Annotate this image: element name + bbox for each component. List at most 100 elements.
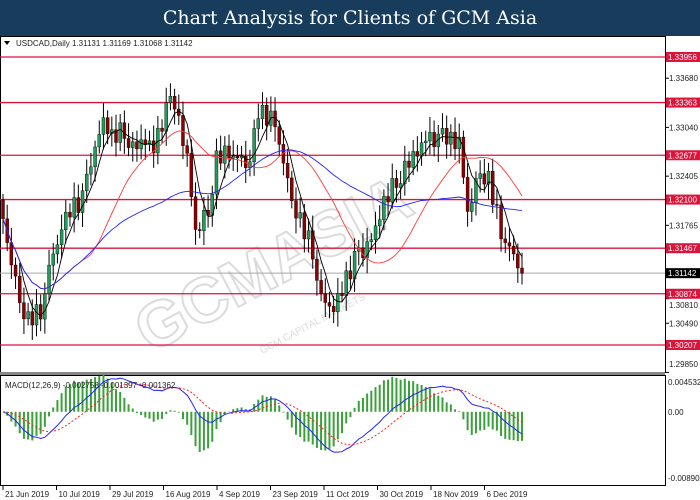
bullish-candle xyxy=(26,311,30,320)
ma-slow-line xyxy=(2,149,523,290)
bearish-candle xyxy=(13,264,18,277)
bearish-candle xyxy=(277,126,281,145)
level-price-tag xyxy=(666,243,700,254)
bullish-candle xyxy=(373,225,378,240)
bearish-candle xyxy=(415,151,420,157)
bearish-candle xyxy=(499,204,503,240)
bullish-candle xyxy=(139,139,143,150)
bearish-candle xyxy=(193,196,198,230)
watermark-logo: GCMASIA GCM CAPITAL MARKETS xyxy=(122,160,425,367)
bullish-candle xyxy=(93,146,97,168)
bearish-candle xyxy=(1,199,5,219)
level-price-tag xyxy=(666,52,700,62)
bearish-candle xyxy=(407,160,411,168)
bearish-candle xyxy=(285,163,290,179)
bearish-candle xyxy=(105,117,110,134)
bullish-candle xyxy=(89,166,93,175)
collapse-triangle-icon[interactable] xyxy=(4,41,10,45)
x-tick-label: 11 Oct 2019 xyxy=(326,490,370,499)
symbol-info: USDCAD,Daily 1.31131 1.31169 1.31068 1.3… xyxy=(16,39,193,48)
bullish-candle xyxy=(85,173,89,192)
bearish-candle xyxy=(181,115,185,146)
bullish-candle xyxy=(51,253,55,266)
y-tick-label: 1.31765 xyxy=(669,221,698,230)
bearish-candle xyxy=(227,145,231,159)
bearish-candle xyxy=(507,242,512,247)
bullish-candle xyxy=(43,293,47,320)
bearish-candle xyxy=(465,177,470,212)
bullish-candle xyxy=(223,145,227,164)
bullish-candle xyxy=(306,230,311,240)
bearish-candle xyxy=(198,229,202,231)
level-price-tag xyxy=(666,194,700,205)
level-price-tag xyxy=(666,339,700,350)
bullish-candle xyxy=(34,304,39,326)
bullish-candle xyxy=(164,102,168,132)
bullish-candle xyxy=(298,212,302,219)
bearish-candle xyxy=(323,293,327,303)
bearish-candle xyxy=(315,258,319,281)
bearish-candle xyxy=(68,211,72,218)
bearish-candle xyxy=(491,170,495,205)
bullish-candle xyxy=(369,239,374,242)
macd-pane-frame xyxy=(0,375,666,486)
level-price-label: 1.33363 xyxy=(668,99,697,108)
level-price-label: 1.32677 xyxy=(668,151,697,160)
bearish-candle xyxy=(302,212,307,240)
bearish-candle xyxy=(319,280,323,294)
bearish-candle xyxy=(151,140,156,154)
bullish-candle xyxy=(131,141,135,148)
bearish-candle xyxy=(511,245,516,255)
bearish-candle xyxy=(495,204,499,206)
y-tick-label: 1.33040 xyxy=(669,123,698,132)
bullish-candle xyxy=(377,219,382,227)
bearish-candle xyxy=(444,128,449,145)
bullish-candle xyxy=(101,117,106,135)
bearish-candle xyxy=(516,253,520,269)
bearish-candle xyxy=(348,270,353,280)
bullish-candle xyxy=(97,134,101,148)
x-tick-label: 29 Jul 2019 xyxy=(112,490,154,499)
bullish-candle xyxy=(449,131,453,145)
bullish-candle xyxy=(47,264,51,294)
bearish-candle xyxy=(386,196,390,203)
bullish-candle xyxy=(260,105,265,119)
bullish-candle xyxy=(398,183,403,188)
bearish-candle xyxy=(172,96,177,110)
x-tick-label: 6 Dec 2019 xyxy=(487,490,528,499)
bullish-candle xyxy=(382,196,386,220)
level-price-label: 1.31467 xyxy=(668,244,697,253)
level-price-tag xyxy=(666,150,700,161)
macd-y-tick-label: 0.004532 xyxy=(668,378,700,387)
bullish-candle xyxy=(344,270,348,296)
bullish-candle xyxy=(64,211,68,231)
bullish-candle xyxy=(470,202,474,212)
y-tick-label: 1.30810 xyxy=(669,301,698,310)
bearish-candle xyxy=(340,293,344,296)
bearish-candle xyxy=(327,302,332,307)
x-tick-label: 16 Aug 2019 xyxy=(166,490,211,499)
bearish-candle xyxy=(189,153,194,197)
signal-line xyxy=(2,383,523,446)
level-price-label: 1.30874 xyxy=(668,290,697,299)
x-tick-label: 21 Jun 2019 xyxy=(5,490,50,499)
macd-line xyxy=(2,377,523,453)
current-price-label: 1.31142 xyxy=(668,269,697,278)
bearish-candle xyxy=(482,173,487,185)
bullish-candle xyxy=(411,151,415,168)
level-price-tag xyxy=(666,97,700,108)
price-chart[interactable]: GCMASIA GCM CAPITAL MARKETS 1.33680 1.330… xyxy=(0,36,700,500)
level-price-label: 1.33956 xyxy=(668,53,697,62)
bullish-candle xyxy=(336,293,340,312)
macd-label: MACD(12,26,9) -0.002758 -0.001397 -0.001… xyxy=(5,381,176,390)
bearish-candle xyxy=(126,138,131,148)
svg-text:GCMASIA: GCMASIA xyxy=(123,161,424,366)
bearish-candle xyxy=(22,302,26,320)
bullish-candle xyxy=(440,128,445,135)
bearish-candle xyxy=(76,197,81,213)
bearish-candle xyxy=(520,267,524,274)
bullish-candle xyxy=(390,178,394,203)
bearish-candle xyxy=(122,122,127,139)
bullish-candle xyxy=(72,197,76,218)
bullish-candle xyxy=(256,118,261,129)
